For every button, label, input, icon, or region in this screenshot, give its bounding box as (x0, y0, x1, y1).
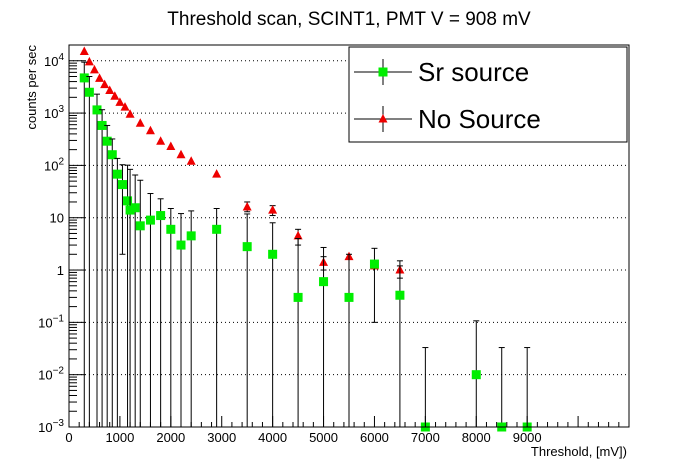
data-point (115, 97, 125, 106)
x-tick-label-3: 3000 (207, 430, 236, 445)
data-point (319, 277, 329, 287)
legend: Sr source No Source (348, 46, 628, 143)
y-tick-label-3: 1 (57, 263, 64, 278)
legend-box (348, 46, 628, 143)
data-point (79, 46, 89, 56)
data-point (107, 150, 117, 160)
y-tick-label-7: 104 (44, 52, 64, 69)
x-tick-label-2: 2000 (156, 430, 185, 445)
data-point (242, 242, 252, 252)
data-point (156, 136, 166, 145)
x-tick-label-1: 1000 (105, 430, 134, 445)
data-point (95, 73, 105, 82)
x-axis-title: Threshold, [mV]) (531, 444, 627, 459)
data-point (186, 156, 196, 165)
data-point (186, 231, 196, 241)
data-point (125, 109, 135, 118)
x-tick-label-9: 9000 (513, 430, 542, 445)
data-point (89, 64, 99, 74)
data-point (123, 196, 133, 206)
data-point (166, 141, 176, 150)
data-point (97, 120, 107, 130)
chart-title: Threshold scan, SCINT1, PMT V = 908 mV (167, 9, 531, 30)
y-tick-label-2: 10−1 (38, 313, 64, 330)
data-point (125, 205, 135, 215)
data-point (102, 136, 112, 146)
data-point (130, 203, 140, 213)
legend-label-no-source: No Source (418, 104, 541, 134)
data-point (100, 79, 110, 89)
data-point (110, 91, 120, 100)
y-tick-label-4: 10 (50, 211, 64, 226)
data-point (212, 224, 222, 234)
legend-label-sr-source: Sr source (418, 57, 529, 87)
data-point (212, 169, 222, 178)
data-point (344, 292, 354, 302)
data-point (84, 56, 94, 66)
data-point (242, 202, 252, 211)
y-tick-label-5: 102 (44, 156, 64, 173)
legend-marker (378, 114, 388, 123)
axes: 0 1000 2000 3000 4000 5000 6000 7000 8000 9000 10−… (38, 44, 630, 445)
data-point (268, 249, 278, 259)
y-axis-title: counts per sec (24, 45, 39, 130)
data-point (395, 290, 405, 300)
x-tick-label-6: 6000 (360, 430, 389, 445)
data-point (135, 221, 145, 231)
x-tick-label-8: 8000 (462, 430, 491, 445)
data-point (145, 125, 155, 135)
data-point (471, 370, 481, 380)
data-point (293, 230, 303, 240)
series-sr-source (79, 61, 532, 432)
data-point (112, 169, 122, 179)
data-point (268, 205, 278, 214)
legend-marker (378, 67, 388, 77)
plot-frame (68, 44, 630, 428)
data-point (120, 102, 130, 111)
x-tick-label-5: 5000 (309, 430, 338, 445)
data-point (105, 85, 115, 95)
y-tick-label-6: 103 (44, 104, 64, 121)
data-point (79, 73, 89, 83)
data-point (369, 259, 379, 269)
data-point (156, 211, 166, 221)
data-series (79, 46, 532, 432)
y-tick-label-0: 10−3 (38, 418, 64, 435)
data-point (166, 224, 176, 234)
data-point (117, 180, 127, 190)
data-point (92, 105, 102, 115)
data-point (84, 87, 94, 97)
data-point (135, 118, 145, 127)
data-point (176, 240, 186, 250)
y-tick-label-1: 10−2 (38, 366, 64, 383)
x-tick-label-4: 4000 (258, 430, 287, 445)
series-no-source (79, 46, 405, 279)
x-tick-label-7: 7000 (411, 430, 440, 445)
data-point (293, 292, 303, 302)
data-point (176, 149, 186, 159)
data-point (145, 215, 155, 225)
x-tick-label-0: 0 (65, 430, 72, 445)
